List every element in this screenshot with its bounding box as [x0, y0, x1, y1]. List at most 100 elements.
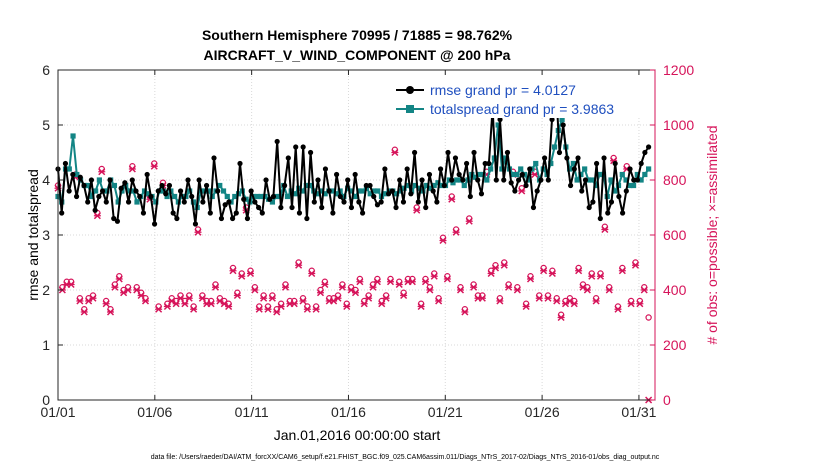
totalspread-point — [416, 185, 422, 191]
obs-assimilated-point — [601, 225, 609, 234]
totalspread-point — [341, 193, 347, 200]
rmse-point — [452, 155, 459, 161]
rmse-point — [579, 188, 585, 194]
obs-assimilated-point — [281, 283, 290, 291]
rmse-point — [568, 182, 574, 189]
obs-assimilated-point — [535, 294, 543, 302]
rmse-point — [519, 171, 525, 178]
obs-assimilated-point — [470, 283, 478, 291]
obs-assimilated-point — [163, 302, 171, 311]
totalspread-point — [454, 177, 460, 183]
rmse-point — [99, 188, 106, 194]
rmse-point — [189, 193, 195, 200]
rmse-point — [560, 122, 566, 128]
rmse-point — [612, 160, 618, 167]
y-left-tick-label: 0 — [42, 392, 50, 408]
totalspread-point — [89, 193, 95, 200]
rmse-point — [385, 191, 392, 197]
rmse-point — [516, 177, 522, 183]
obs-assimilated-point — [172, 300, 180, 308]
rmse-point — [586, 204, 592, 211]
rmseLine-line — [57, 80, 650, 225]
totalspread-point — [503, 155, 509, 161]
rmse-point — [434, 199, 440, 205]
rmse-point — [166, 182, 173, 189]
obs-assimilated-point — [439, 236, 447, 245]
totalspread-point — [382, 191, 388, 197]
obs-assimilated-point — [321, 280, 329, 289]
totalspread-point — [160, 188, 166, 194]
totalspread-point — [533, 160, 539, 167]
totalspread-point — [597, 171, 603, 178]
y-right-tick-label: 200 — [663, 337, 687, 353]
totalspread-point — [393, 191, 400, 197]
y-right-tick-label: 0 — [663, 392, 671, 408]
rmse-point — [456, 171, 462, 178]
obs-assimilated-point — [141, 297, 150, 305]
rmse-point — [571, 166, 577, 172]
obs-assimilated-point — [448, 195, 456, 203]
obs-assimilated-point — [124, 286, 132, 294]
rmse-point — [207, 210, 213, 216]
totalspread-point — [333, 191, 339, 197]
obs-assimilated-point — [487, 269, 495, 278]
rmse-point — [359, 210, 366, 216]
rmse-point — [315, 177, 321, 183]
rmse-point — [159, 182, 165, 189]
totalspread-point — [134, 199, 140, 205]
rmse-point — [148, 193, 154, 200]
totalspread-point — [348, 188, 355, 194]
rmse-point — [129, 177, 135, 183]
totalspread-point — [593, 182, 599, 189]
obs-assimilated-point — [505, 283, 513, 291]
legend-spread-label: totalspread grand pr = 3.9863 — [430, 101, 614, 117]
obs-assimilated-point — [605, 286, 613, 294]
rmse-point — [363, 182, 369, 189]
totalspread-point — [104, 188, 110, 194]
rmse-point — [575, 155, 581, 161]
totalspread-point — [172, 193, 178, 200]
rmse-point — [627, 166, 633, 172]
obs-assimilated-point — [246, 269, 255, 278]
obs-assimilated-point — [334, 294, 342, 302]
rmse-point — [356, 199, 362, 205]
totalspread-point — [567, 166, 573, 172]
rmse-point — [281, 182, 288, 189]
totalspread-point — [476, 171, 482, 178]
x-tick-label: 01/31 — [621, 404, 656, 420]
totalspread-point — [303, 182, 309, 189]
y-left-tick-label: 1 — [42, 337, 50, 353]
totalspread-point — [74, 171, 80, 178]
totalspread-point — [367, 191, 373, 197]
obs-assimilated-point — [290, 300, 298, 308]
obs-assimilated-point — [255, 305, 263, 313]
rmse-point — [333, 171, 340, 178]
obs-assimilated-point — [557, 313, 565, 322]
totalspread-point — [559, 116, 565, 123]
totalspread-point — [66, 166, 72, 172]
obs-assimilated-point — [640, 286, 648, 294]
obs-assimilated-point — [575, 267, 583, 275]
obs-assimilated-point — [526, 275, 535, 283]
rmse-point — [411, 149, 418, 156]
rmse-point — [415, 199, 421, 205]
rmse-point — [378, 199, 384, 205]
totalspread-point — [623, 177, 629, 183]
rmse-point — [330, 210, 336, 216]
rmse-point — [304, 215, 310, 222]
rmse-point — [192, 221, 199, 227]
obs-assimilated-point — [356, 278, 364, 286]
obs-assimilated-point — [316, 289, 325, 297]
totalspread-point — [450, 180, 456, 186]
rmse-point — [218, 215, 225, 222]
rmse-point — [426, 171, 433, 178]
totalspread-point — [318, 188, 324, 194]
rmse-point — [501, 177, 507, 183]
rmse-point — [374, 202, 381, 208]
y-right-tick-label: 1000 — [663, 117, 694, 133]
obs-assimilated-point — [491, 264, 500, 272]
obs-assimilated-point — [588, 272, 596, 280]
obs-assimilated-point — [277, 302, 285, 311]
rmse-point — [73, 193, 80, 200]
y-right-tick-label: 1200 — [663, 62, 694, 78]
